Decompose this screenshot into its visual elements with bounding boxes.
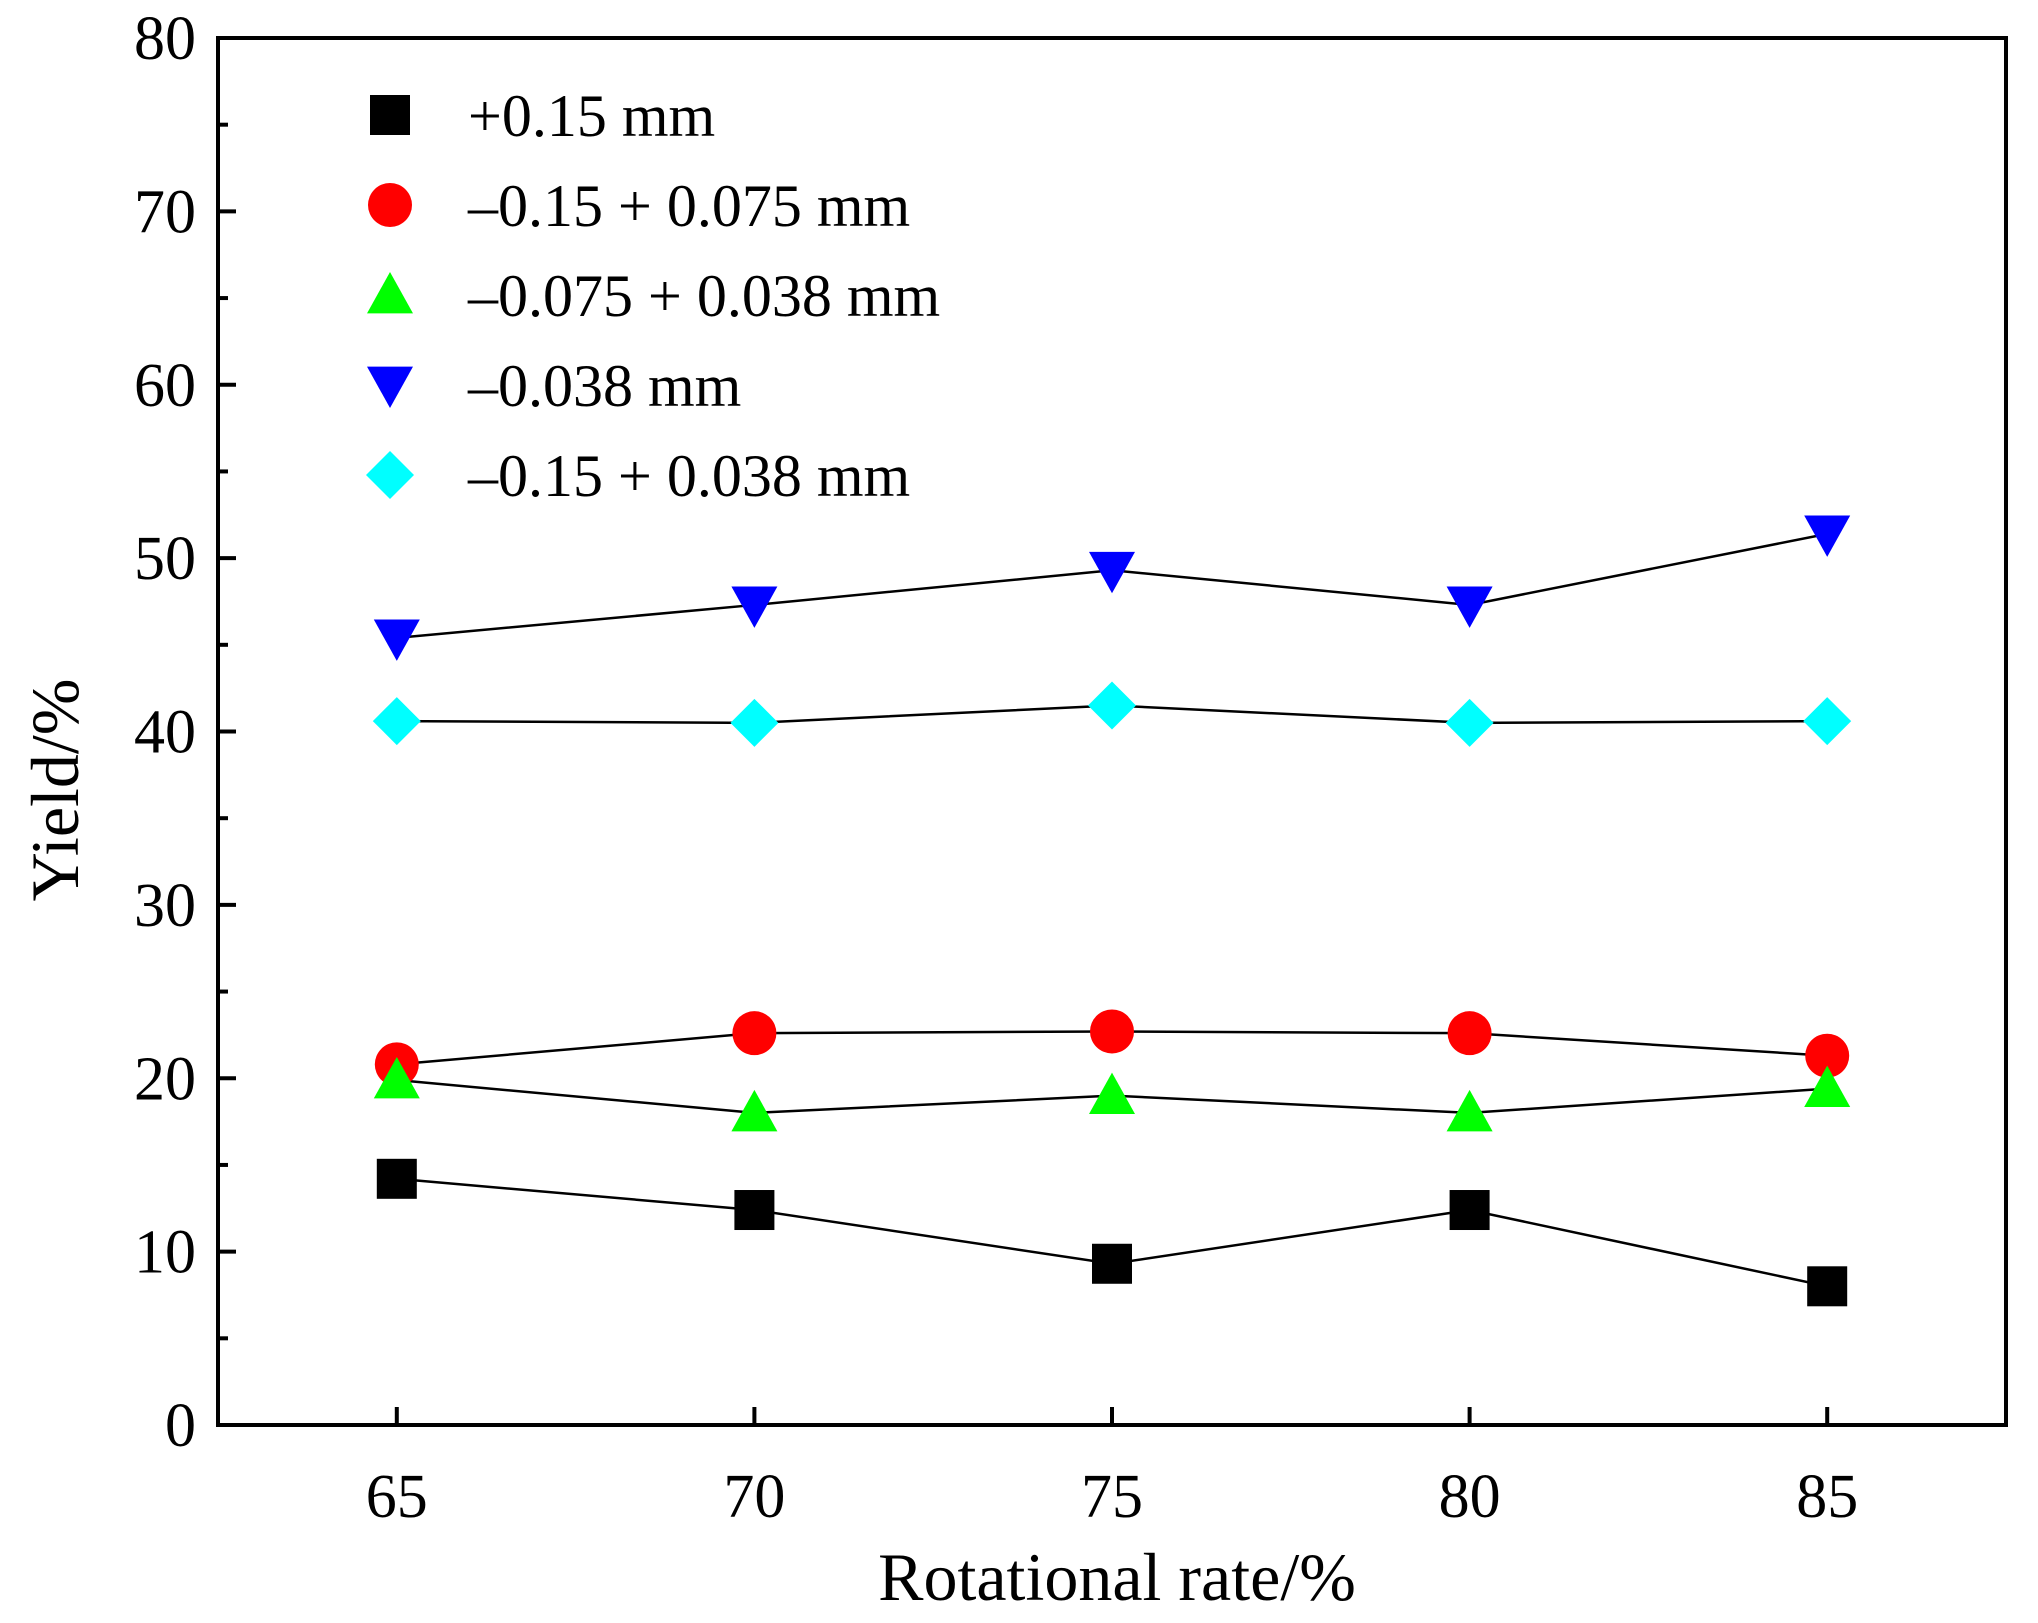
- data-point-series-3: [1804, 1065, 1851, 1108]
- data-point-series-1: [1092, 1243, 1132, 1284]
- y-tick-label: 50: [134, 525, 196, 593]
- data-point-series-3: [373, 1056, 420, 1099]
- series-markers: [372, 515, 1852, 1307]
- data-point-series-5: [1088, 681, 1136, 730]
- legend-label-3: –0.075 + 0.038 mm: [467, 263, 940, 329]
- plot-frame: [216, 36, 2008, 1427]
- data-point-series-3: [731, 1089, 778, 1132]
- axes: 0 10 20 30 40 50 60 70 80 65 70 75 80 85: [134, 5, 1858, 1531]
- data-point-series-1: [1807, 1266, 1848, 1307]
- data-point-series-5: [1445, 698, 1494, 747]
- data-point-series-2: [1090, 1009, 1134, 1054]
- legend-marker-1: [370, 95, 410, 135]
- legend-label-4: –0.038 mm: [467, 353, 741, 419]
- data-point-series-4: [1089, 551, 1135, 594]
- legend-marker-2: [368, 183, 412, 227]
- plot-area: [216, 36, 2008, 1427]
- data-point-series-5: [730, 698, 779, 747]
- x-tick-label: 70: [723, 1463, 785, 1531]
- y-tick-label: 10: [134, 1219, 196, 1287]
- data-point-series-3: [1089, 1072, 1135, 1114]
- legend: +0.15 mm –0.15 + 0.075 mm –0.075 + 0.038 m…: [366, 83, 940, 509]
- legend-label-1: +0.15 mm: [468, 83, 715, 149]
- x-tick-label: 65: [366, 1463, 428, 1531]
- data-point-series-1: [1449, 1190, 1490, 1231]
- y-axis-title: Yield/%: [17, 679, 93, 902]
- data-point-series-4: [1446, 586, 1493, 628]
- y-tick-label: 70: [134, 178, 196, 246]
- data-point-series-2: [732, 1011, 777, 1056]
- data-point-series-5: [372, 697, 421, 746]
- data-point-series-3: [1446, 1089, 1493, 1132]
- legend-label-5: –0.15 + 0.038 mm: [467, 443, 910, 509]
- data-point-series-4: [1804, 515, 1851, 557]
- y-tick-label: 30: [134, 872, 196, 940]
- data-point-series-1: [376, 1158, 417, 1199]
- legend-marker-5: [366, 451, 414, 499]
- legend-marker-4: [367, 366, 413, 408]
- legend-marker-3: [367, 272, 413, 314]
- data-point-series-4: [373, 619, 420, 661]
- x-tick-label: 75: [1081, 1463, 1143, 1531]
- y-tick-label: 80: [134, 5, 196, 73]
- y-tick-label: 40: [134, 699, 196, 767]
- x-tick-label: 80: [1439, 1463, 1501, 1531]
- data-point-series-5: [1803, 697, 1852, 746]
- x-tick-label: 85: [1796, 1463, 1858, 1531]
- x-axis-title: Rotational rate/%: [878, 1539, 1356, 1615]
- data-point-series-2: [1805, 1033, 1850, 1078]
- data-point-series-2: [1447, 1011, 1492, 1056]
- data-point-series-4: [731, 586, 778, 628]
- legend-label-2: –0.15 + 0.075 mm: [467, 173, 910, 239]
- data-point-series-1: [734, 1190, 775, 1231]
- y-tick-label: 0: [165, 1392, 196, 1460]
- y-tick-label: 60: [134, 352, 196, 420]
- y-tick-label: 20: [134, 1045, 196, 1113]
